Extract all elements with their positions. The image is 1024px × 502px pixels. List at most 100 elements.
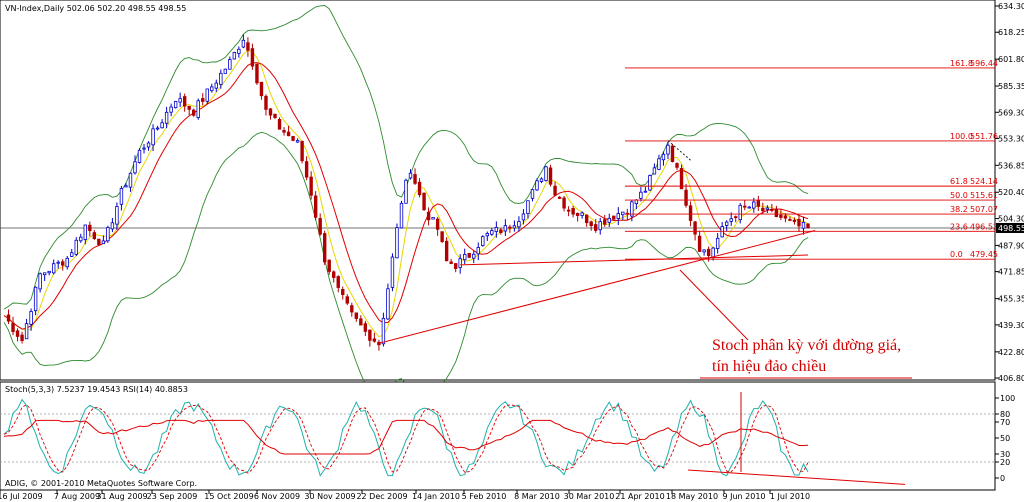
candle-body [151,128,155,146]
candle-body [300,140,304,162]
current-price-label: 498.55 [998,224,1024,233]
fib-level-ratio: 50.0 [950,191,968,200]
fib-level-value: 507.07 [970,205,998,214]
annotation-line-1: Stoch phân kỳ với đường giá, [712,337,901,354]
candle-body [237,48,241,54]
candle-body [756,200,761,207]
candle-body [277,119,282,130]
candle-body [648,175,652,191]
candle-body [97,238,101,246]
candle-body [426,211,431,221]
support-trendline [460,254,809,266]
time-tick-label: 5 Feb 2010 [462,492,507,501]
candle-body [444,240,449,262]
candle-body [192,109,196,116]
candle-body [128,172,133,188]
candle-body [255,63,259,84]
candle-body [83,224,88,240]
price-tick-label: 601.80 [998,55,1024,64]
candle-body [575,213,580,217]
oscillator-tick-label: 30 [1000,450,1010,459]
candle-body [6,314,11,322]
price-tick-label: 520.40 [998,188,1024,197]
candle-body [359,318,363,326]
candle-body [250,48,255,67]
candle-body [526,200,530,214]
candle-body [363,323,368,332]
candle-body [24,323,29,340]
time-tick-label: 1 Jul 2010 [770,492,810,501]
candle-body [318,218,322,235]
candle-body [788,218,792,221]
candle-body [544,166,548,181]
candle-body [472,253,476,259]
candle-body [205,88,209,102]
candle-body [566,209,571,212]
candle-body [431,217,435,220]
oscillator-lines [3,398,906,485]
time-tick-label: 7 Aug 2009 [54,492,100,501]
candle-body [630,201,634,217]
time-tick-label: 22 Dec 2009 [356,492,407,501]
candle-body [643,190,648,193]
time-tick-label: 6 Nov 2009 [254,492,300,501]
candle-body [463,254,467,261]
price-axis: 634.30 618.25 601.80 585.35 569.30 553.30 536.… [995,2,1024,383]
candle-body [580,212,584,216]
candle-body [706,248,711,257]
candle-body [268,108,273,116]
candle-body [20,334,24,342]
candle-body [476,247,480,255]
candle-body [417,181,422,196]
candle-body [657,158,661,170]
candle-body [639,191,643,199]
candle-body [146,142,151,148]
rising-trendline [378,230,816,344]
candle-body [435,218,440,230]
time-tick-label: 16 Jul 2009 [0,492,43,501]
candle-body [372,338,377,342]
time-tick-label: 30 Nov 2009 [304,492,355,501]
candle-body [458,258,462,268]
candle-body [774,208,779,218]
candle-body [404,179,408,204]
candle-body [214,82,218,89]
candle-body [65,257,69,268]
candle-body [137,149,142,163]
candle-body [666,144,670,155]
time-tick-label: 14 Jan 2010 [412,492,460,501]
candle-body [332,271,336,278]
price-tick-label: 455.35 [998,295,1024,304]
candle-body [761,207,765,212]
fib-level-ratio: 23.6 [950,222,968,231]
candle-body [169,106,173,113]
fib-level-value: 515.61 [970,191,998,200]
candle-body [42,272,47,276]
candle-body [155,127,160,130]
candle-body [697,235,702,252]
candle-body [395,227,399,259]
candle-body [345,296,349,304]
main-chart-title: VN-Index,Daily 502.06 502.20 498.55 498.… [5,4,186,13]
candle-body [548,167,553,185]
candle-body [684,189,688,206]
candle-body [453,263,458,269]
candle-body [517,221,521,228]
candle-body [779,214,783,218]
candle-body [29,311,33,325]
candle-body [679,168,684,190]
candle-body [88,224,92,232]
price-tick-label: 422.80 [998,348,1024,357]
candle-body [512,225,517,229]
candle-body [539,178,544,182]
candle-body [241,39,246,48]
candle-body [693,221,697,235]
oscillator-tick-label: 50 [1000,434,1010,443]
candle-body [481,236,485,246]
candle-body [124,185,128,188]
oscillator-panel [0,381,996,491]
watermark: ADIG, © 2001-2010 MetaQuotes Software Co… [5,479,197,488]
price-panel [0,0,996,381]
